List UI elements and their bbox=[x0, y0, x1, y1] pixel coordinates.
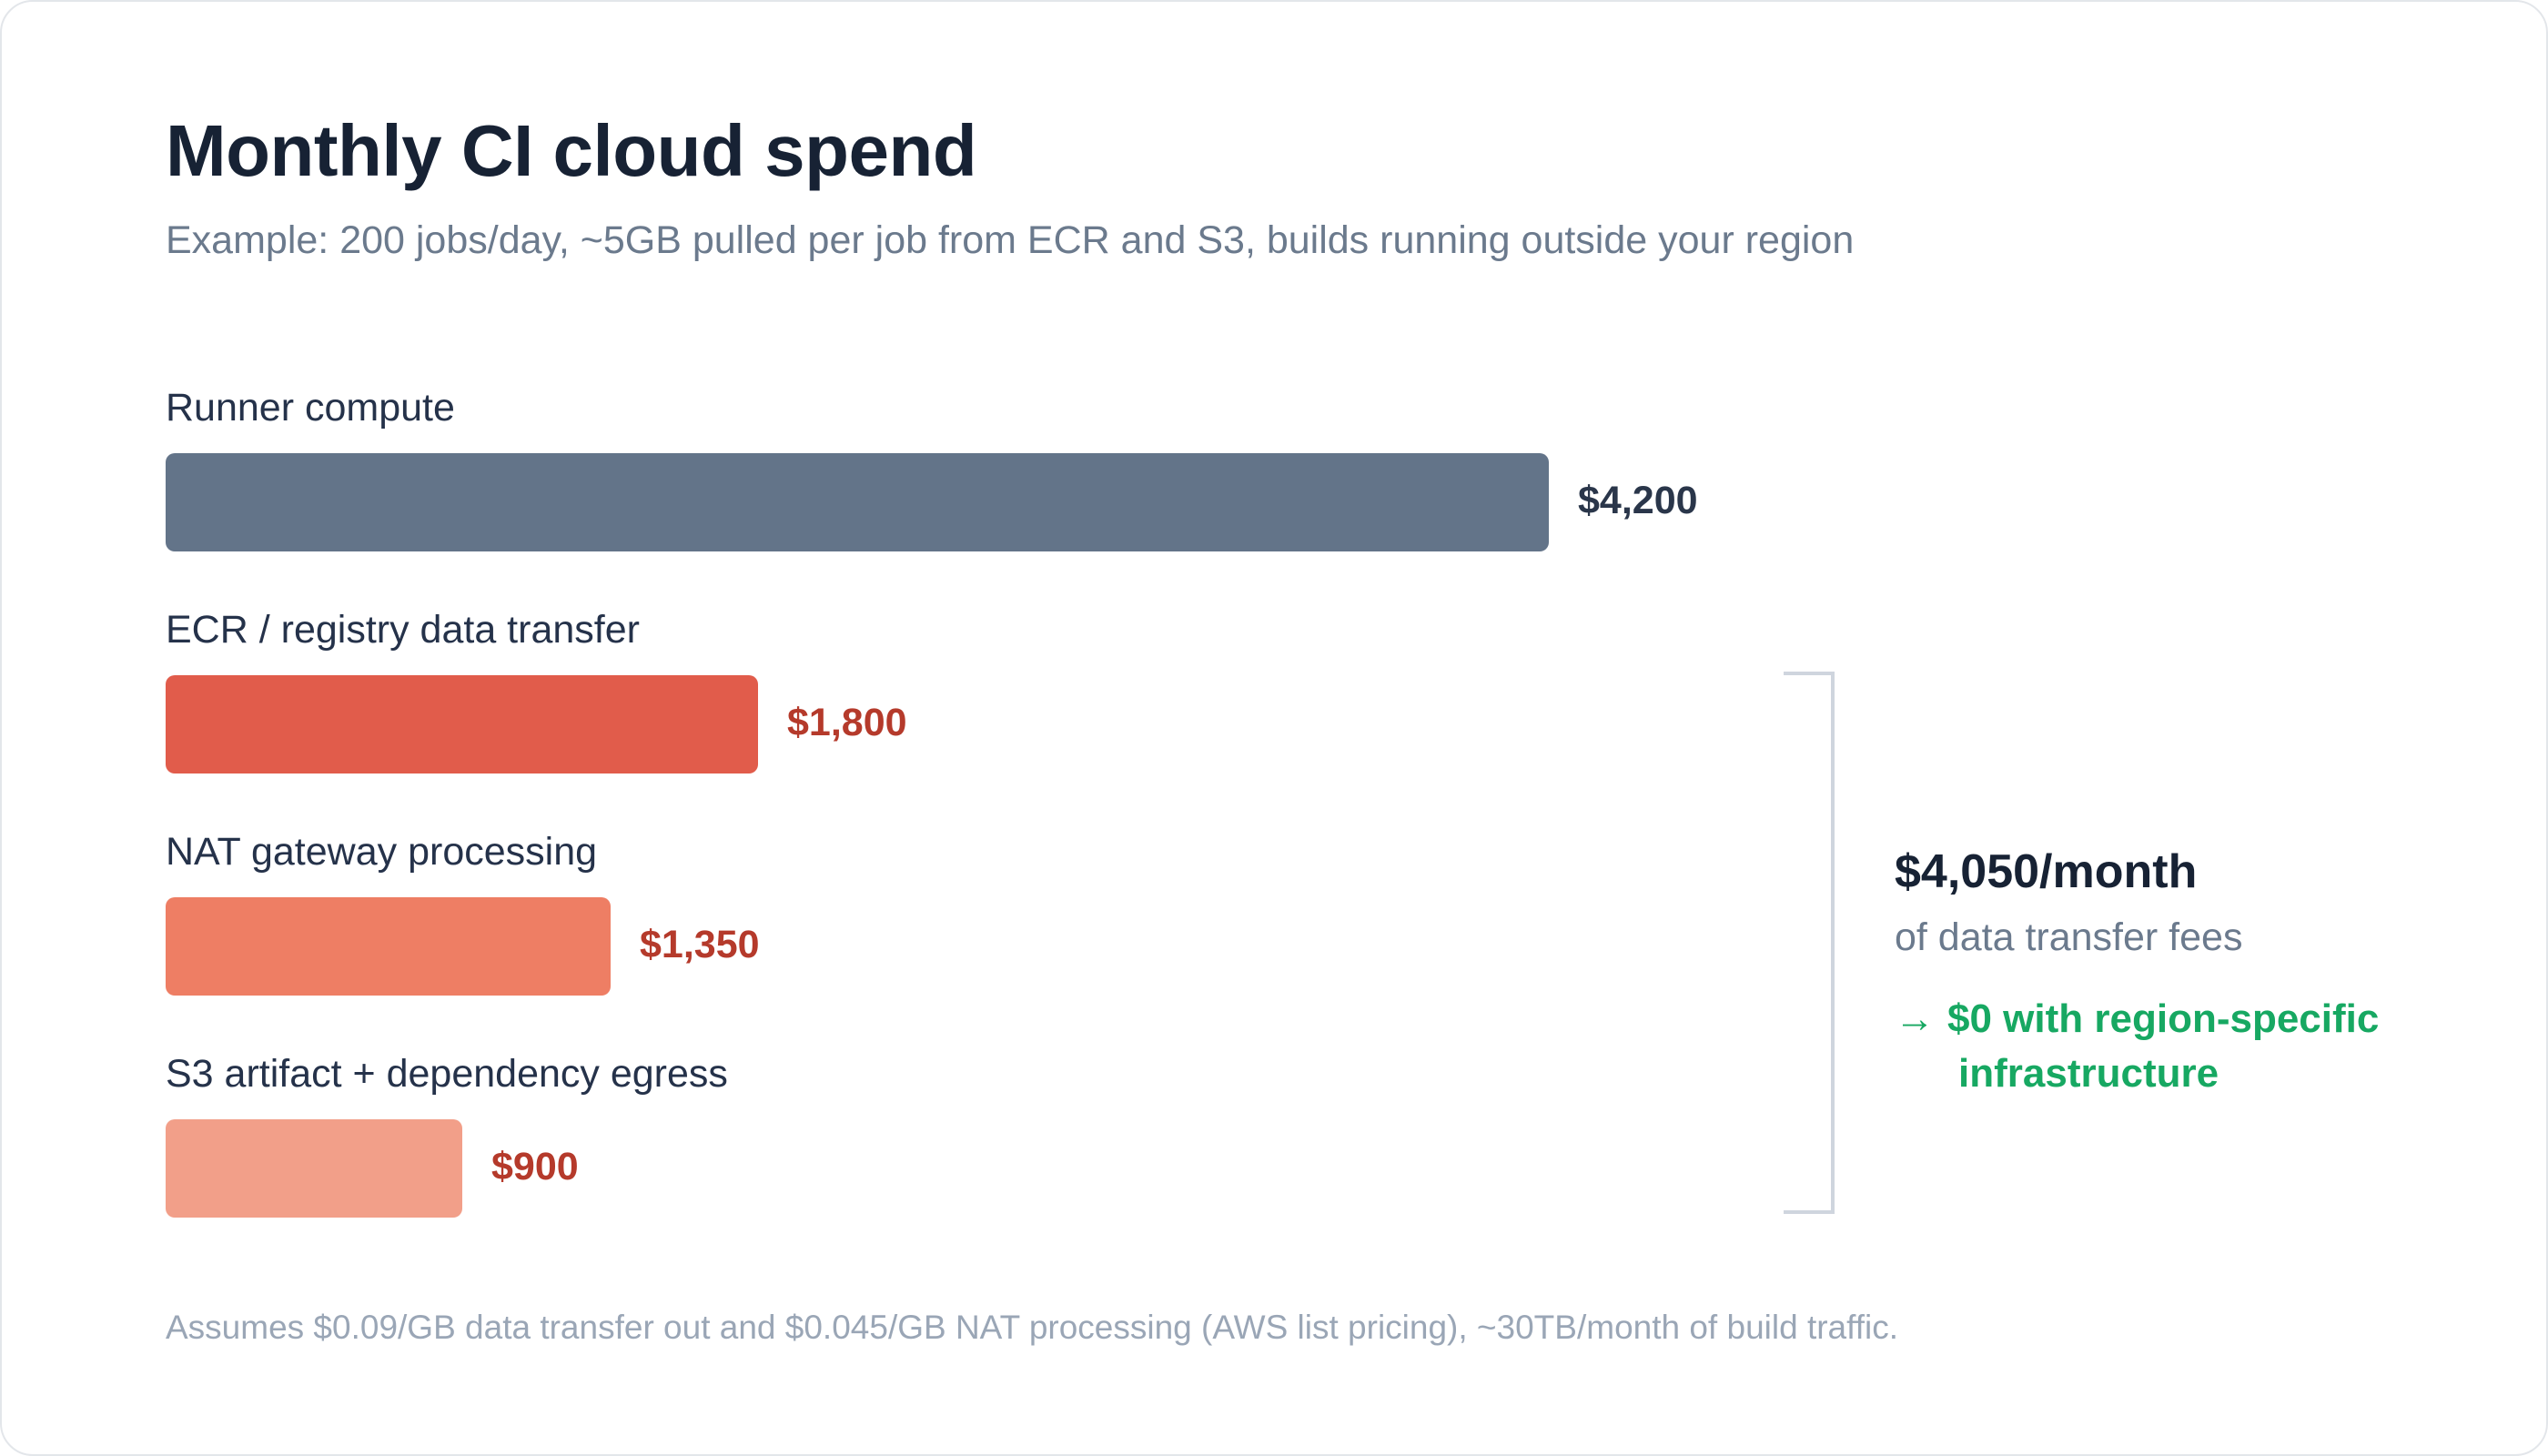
savings-callout: → $0 with region-specific infrastructure bbox=[1895, 992, 2379, 1101]
category-label-s3-artifact-dependency-egress: S3 artifact + dependency egress bbox=[166, 1052, 728, 1096]
savings-line-1: $0 with region-specific bbox=[1947, 996, 2380, 1041]
bar-ecr-registry-data-transfer bbox=[166, 675, 758, 774]
arrow-right-icon: → bbox=[1895, 996, 1935, 1041]
value-label-s3-artifact-dependency-egress: $900 bbox=[491, 1145, 579, 1188]
footnote: Assumes $0.09/GB data transfer out and $… bbox=[166, 1309, 1899, 1346]
bar-s3-artifact-dependency-egress bbox=[166, 1119, 462, 1218]
category-label-nat-gateway-processing: NAT gateway processing bbox=[166, 830, 598, 874]
bar-nat-gateway-processing bbox=[166, 897, 611, 996]
value-label-ecr-registry-data-transfer: $1,800 bbox=[787, 701, 907, 744]
bar-runner-compute bbox=[166, 453, 1549, 551]
value-label-runner-compute: $4,200 bbox=[1578, 479, 1698, 522]
transfer-fees-total: $4,050/month bbox=[1895, 845, 2198, 898]
chart-subtitle: Example: 200 jobs/day, ~5GB pulled per j… bbox=[166, 218, 1855, 262]
category-label-runner-compute: Runner compute bbox=[166, 386, 455, 430]
value-label-nat-gateway-processing: $1,350 bbox=[640, 923, 760, 966]
category-label-ecr-registry-data-transfer: ECR / registry data transfer bbox=[166, 608, 640, 652]
transfer-fees-bracket bbox=[1784, 672, 1835, 1214]
transfer-fees-caption: of data transfer fees bbox=[1895, 915, 2243, 959]
savings-line-2: infrastructure bbox=[1958, 1051, 2219, 1096]
chart-title: Monthly CI cloud spend bbox=[166, 110, 977, 191]
